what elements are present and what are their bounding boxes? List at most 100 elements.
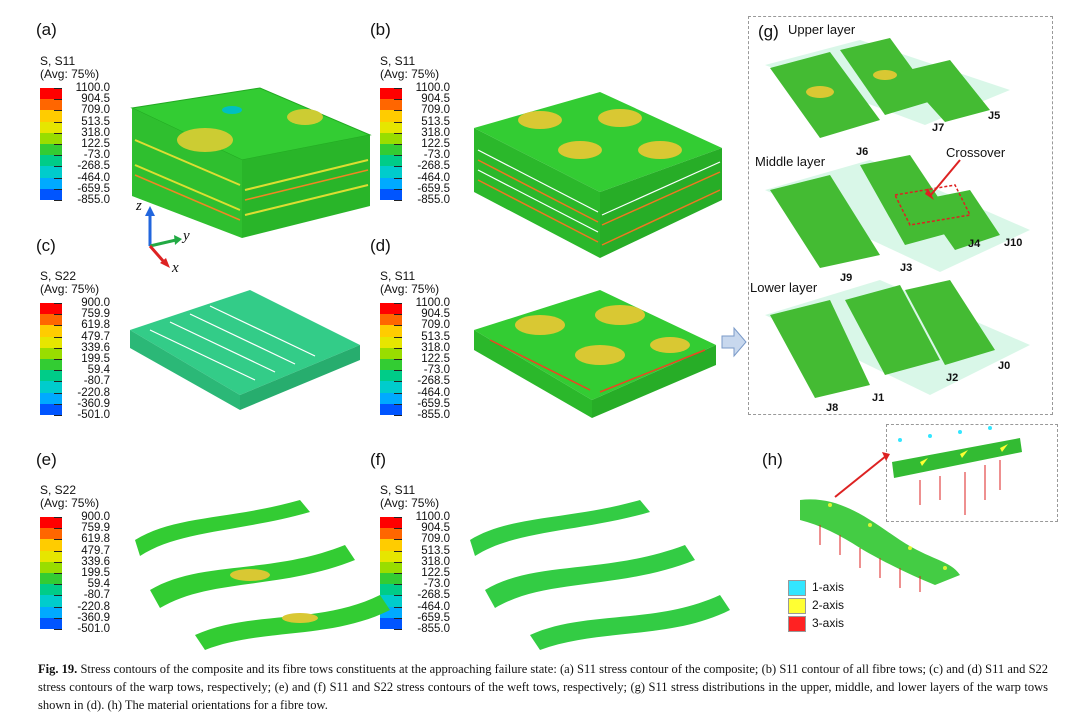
colorbar-segment — [40, 99, 62, 111]
tow-label-j10: J10 — [1004, 237, 1023, 249]
tow-label-j5: J5 — [988, 110, 1001, 122]
colorbar-segment — [40, 314, 62, 326]
tick-label: 122.5 — [394, 567, 450, 579]
tick-label: -268.5 — [394, 589, 450, 601]
caption-text: Stress contours of the composite and its… — [38, 662, 1049, 712]
colorbar-segment — [40, 177, 62, 189]
colorbar-ticks-a: 1100.0 904.5 709.0 513.5 318.0 122.5 -73.0 -268… — [54, 82, 110, 206]
colorbar-segment — [380, 325, 402, 337]
tick-label: -501.0 — [54, 623, 110, 635]
colorbar-segment — [380, 517, 402, 529]
tick-label: 339.6 — [54, 342, 110, 354]
tick-label: -268.5 — [394, 375, 450, 387]
tick-label: 318.0 — [394, 556, 450, 568]
tick-label: 709.0 — [394, 534, 450, 545]
panel-label-d: (d) — [370, 236, 391, 255]
tick-label: 318.0 — [394, 342, 450, 354]
colorbar-segment — [40, 188, 62, 200]
legend-title: S, S11 — [40, 54, 76, 68]
tick-label: -464.0 — [54, 172, 110, 184]
tick-label: 619.8 — [54, 534, 110, 545]
tick-label: 513.5 — [394, 331, 450, 343]
legend-title: S, S11 — [380, 483, 416, 497]
colorbar-segment — [40, 606, 62, 618]
colorbar-segment — [40, 561, 62, 573]
colorbar-segment — [380, 392, 402, 404]
colorbar-ticks-b: 1100.0 904.5 709.0 513.5 318.0 122.5 -73.0 -268… — [394, 82, 450, 206]
tick-label: 1100.0 — [54, 82, 110, 94]
tick-label: 1100.0 — [394, 511, 450, 523]
tick-label: 339.6 — [54, 556, 110, 568]
legend-c: S, S22 (Avg: 75%) — [40, 270, 99, 296]
tick-label: 199.5 — [54, 567, 110, 579]
colorbar-segment — [380, 370, 402, 382]
legend-3-axis: 3-axis — [788, 616, 844, 632]
tick-label: 1100.0 — [394, 297, 450, 309]
legend-title: S, S22 — [40, 483, 77, 497]
tick-label: 122.5 — [54, 138, 110, 150]
axis-x-label: x — [172, 260, 179, 276]
legend-title: S, S11 — [380, 269, 416, 283]
legend-title: S, S11 — [380, 54, 416, 68]
colorbar-segment — [40, 325, 62, 337]
tick-label: 513.5 — [394, 545, 450, 557]
tick-label: 318.0 — [54, 127, 110, 139]
colorbar-segment — [380, 132, 402, 144]
colorbar-ticks-c: 900.0 759.9 619.8 479.7 339.6 199.5 59.4 -80.7-… — [54, 297, 110, 421]
colorbar-segment — [380, 617, 402, 629]
colorbar-segment — [380, 177, 402, 189]
colorbar-segment — [40, 358, 62, 371]
colorbar-segment — [380, 110, 402, 122]
tick-label: -73.0 — [54, 149, 110, 161]
colorbar-segment — [40, 381, 62, 393]
tick-label: -464.0 — [394, 601, 450, 613]
tick-label: -220.8 — [54, 387, 110, 399]
panel-h-inset-frame — [886, 424, 1058, 522]
label-3-axis: 3-axis — [812, 616, 845, 631]
tick-label: -501.0 — [54, 409, 110, 421]
tick-label: 900.0 — [54, 297, 110, 309]
colorbar-segment — [40, 166, 62, 178]
colorbar-segment — [380, 155, 402, 167]
panel-label-f: (f) — [370, 450, 387, 469]
colorbar-segment — [380, 403, 402, 415]
colorbar-segment — [40, 595, 62, 607]
colorbar-segment — [40, 121, 62, 133]
colorbar-segment — [380, 561, 402, 573]
tow-label-j3: J3 — [900, 262, 913, 274]
upper-layer-label: Upper layer — [788, 22, 856, 37]
colorbar-segment — [40, 347, 62, 359]
legend-f: S, S11 (Avg: 75%) — [380, 484, 439, 510]
colorbar-segment — [380, 99, 402, 111]
lower-layer-label: Lower layer — [750, 280, 818, 295]
colorbar-segment — [40, 550, 62, 562]
swatch-3-axis — [788, 616, 806, 632]
colorbar-segment — [40, 517, 62, 529]
colorbar-segment — [40, 143, 62, 156]
colorbar-segment — [380, 88, 402, 100]
tow-label-j8: J8 — [826, 402, 839, 414]
tick-label: -360.9 — [54, 398, 110, 410]
tick-label: 709.0 — [54, 105, 110, 116]
tick-label: 900.0 — [54, 511, 110, 523]
legend-1-axis: 1-axis — [788, 580, 844, 596]
colorbar-segment — [380, 572, 402, 585]
legend-subtitle: (Avg: 75%) — [40, 496, 100, 510]
tick-label: -73.0 — [394, 578, 450, 590]
panel-label-e: (e) — [36, 450, 57, 469]
tick-label: -855.0 — [394, 409, 450, 421]
legend-b: S, S11 (Avg: 75%) — [380, 55, 439, 81]
tick-label: 122.5 — [394, 138, 450, 150]
colorbar-segment — [380, 595, 402, 607]
colorbar-segment — [380, 303, 402, 315]
tick-label: 759.9 — [54, 522, 110, 534]
panel-label-h: (h) — [762, 450, 783, 469]
colorbar-ticks-e: 900.0 759.9 619.8 479.7 339.6 199.5 59.4 -80.7-… — [54, 511, 110, 635]
colorbar-segment — [380, 121, 402, 133]
colorbar-segment — [380, 539, 402, 551]
tick-label: -220.8 — [54, 601, 110, 613]
